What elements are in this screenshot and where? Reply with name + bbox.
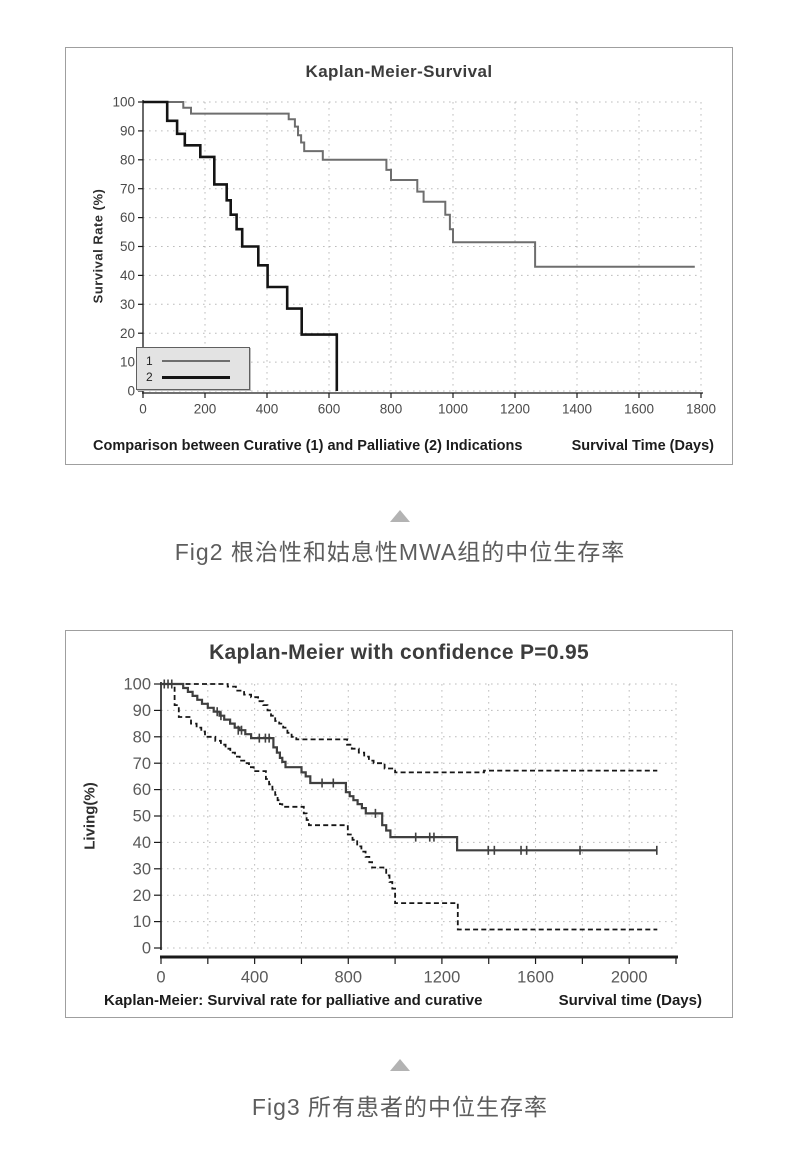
svg-text:1000: 1000 xyxy=(438,402,468,417)
svg-text:1200: 1200 xyxy=(424,969,461,987)
fig2-y-axis-label: Survival Rate (%) xyxy=(90,188,106,304)
legend-label-1: 1 xyxy=(146,354,153,368)
fig2-x-axis-label: Survival Time (Days) xyxy=(571,438,714,454)
fig2-caption: Fig2 根治性和姑息性MWA组的中位生存率 xyxy=(174,539,626,565)
svg-text:90: 90 xyxy=(133,702,151,720)
legend-item-palliative: 2 xyxy=(146,369,241,385)
separator-1 xyxy=(0,509,800,527)
svg-text:30: 30 xyxy=(133,860,151,878)
svg-text:100: 100 xyxy=(112,95,135,110)
fig3-footnote: Kaplan-Meier: Survival rate for palliati… xyxy=(104,992,483,1009)
fig2-km-chart: 0 10 20 30 40 50 60 70 80 90 100 0 200 400 600 800 1000 1… xyxy=(65,47,733,465)
svg-text:0: 0 xyxy=(139,402,147,417)
legend-line-curative-icon xyxy=(162,360,230,362)
fig3-chart-title: Kaplan-Meier with confidence P=0.95 xyxy=(209,641,589,664)
svg-text:100: 100 xyxy=(123,676,151,694)
svg-text:60: 60 xyxy=(133,781,151,799)
svg-text:60: 60 xyxy=(120,210,135,225)
svg-text:1400: 1400 xyxy=(562,402,592,417)
triangle-up-icon xyxy=(390,1059,410,1071)
svg-text:40: 40 xyxy=(133,834,151,852)
svg-text:600: 600 xyxy=(318,402,341,417)
svg-text:1600: 1600 xyxy=(517,969,554,987)
svg-text:0: 0 xyxy=(156,969,165,987)
svg-text:70: 70 xyxy=(133,755,151,773)
svg-text:40: 40 xyxy=(120,268,135,283)
separator-2 xyxy=(0,1058,800,1076)
fig2-legend: 1 2 xyxy=(136,347,250,390)
svg-text:1200: 1200 xyxy=(500,402,530,417)
svg-text:400: 400 xyxy=(256,402,279,417)
svg-text:90: 90 xyxy=(120,123,135,138)
fig2-chart-title: Kaplan-Meier-Survival xyxy=(305,62,493,81)
svg-text:1800: 1800 xyxy=(686,402,716,417)
legend-item-curative: 1 xyxy=(146,353,241,369)
svg-text:80: 80 xyxy=(133,728,151,746)
fig2-footnote: Comparison between Curative (1) and Pall… xyxy=(93,438,523,454)
svg-text:800: 800 xyxy=(380,402,403,417)
svg-text:0: 0 xyxy=(142,940,151,958)
fig3-x-axis-label: Survival time (Days) xyxy=(558,992,702,1009)
svg-text:0: 0 xyxy=(127,384,135,399)
svg-text:70: 70 xyxy=(120,181,135,196)
legend-line-palliative-icon xyxy=(162,375,230,379)
svg-text:50: 50 xyxy=(133,808,151,826)
svg-text:2000: 2000 xyxy=(611,969,648,987)
svg-text:50: 50 xyxy=(120,239,135,254)
fig3-km-chart: 0 10 20 30 40 50 60 70 80 90 100 0 400 800 1200 1600 200… xyxy=(65,630,733,1018)
svg-text:80: 80 xyxy=(120,152,135,167)
fig3-y-axis-label: Living(%) xyxy=(81,782,99,850)
svg-text:30: 30 xyxy=(120,297,135,312)
svg-text:800: 800 xyxy=(335,969,363,987)
fig3-km-chart-canvas: 0 10 20 30 40 50 60 70 80 90 100 0 400 800 1200 1600 200… xyxy=(123,676,678,987)
triangle-up-icon xyxy=(390,510,410,522)
svg-text:10: 10 xyxy=(133,913,151,931)
svg-text:20: 20 xyxy=(120,326,135,341)
svg-text:20: 20 xyxy=(133,887,151,905)
svg-text:1600: 1600 xyxy=(624,402,654,417)
legend-label-2: 2 xyxy=(146,370,153,384)
fig3-caption: Fig3 所有患者的中位生存率 xyxy=(251,1094,549,1120)
svg-text:10: 10 xyxy=(120,355,135,370)
svg-text:400: 400 xyxy=(241,969,269,987)
svg-text:200: 200 xyxy=(194,402,217,417)
